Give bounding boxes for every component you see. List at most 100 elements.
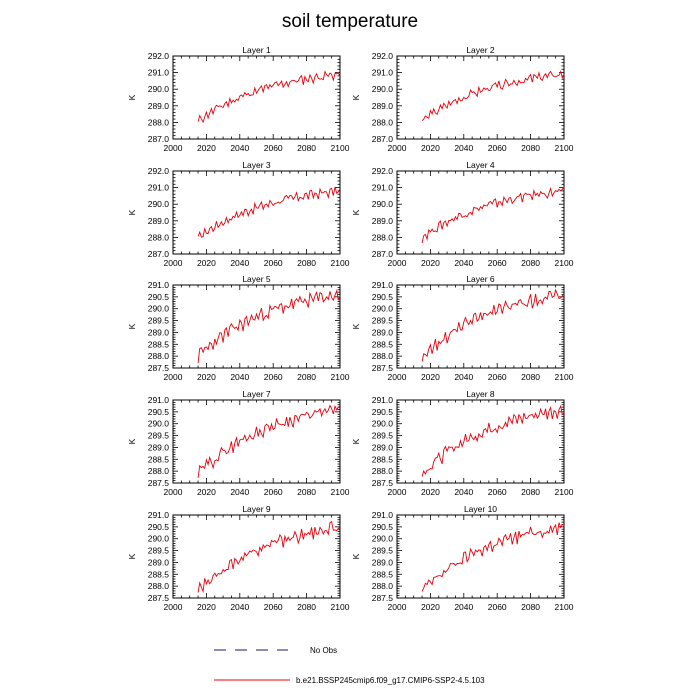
y-tick-label: 288.0	[372, 351, 394, 361]
x-tick-label: 2020	[197, 487, 216, 497]
x-tick-label: 2080	[521, 602, 540, 612]
x-tick-label: 2080	[521, 487, 540, 497]
panel-title: Layer 7	[242, 389, 271, 399]
x-tick-label: 2040	[454, 143, 473, 153]
y-tick-label: 287.5	[372, 478, 394, 488]
panel-layer-9: Layer 9 K 2000 2020 2040 2060 2080 2100 287.5 288…	[127, 504, 350, 612]
x-tick-label: 2080	[297, 372, 316, 382]
panel-title: Layer 3	[242, 160, 271, 170]
y-tick-label: 290.0	[372, 84, 394, 94]
plot-frame	[396, 284, 565, 369]
panel-title: Layer 4	[466, 160, 495, 170]
y-tick-label: 288.0	[148, 232, 170, 242]
x-tick-label: 2020	[421, 258, 440, 268]
x-tick-label: 2060	[264, 487, 283, 497]
x-tick-label: 2000	[388, 372, 407, 382]
y-tick-label: 289.0	[148, 101, 170, 111]
y-tick-label: 288.0	[372, 466, 394, 476]
x-tick-label: 2000	[388, 143, 407, 153]
y-tick-label: 290.5	[372, 522, 394, 532]
y-tick-label: 287.5	[148, 363, 170, 373]
y-tick-label: 290.0	[148, 84, 170, 94]
y-tick-label: 288.5	[372, 339, 394, 349]
x-tick-label: 2060	[264, 258, 283, 268]
y-tick-label: 292.0	[148, 166, 170, 176]
panel-layer-2: Layer 2 K 2000 2020 2040 2060 2080 2100 287.0 288…	[351, 45, 574, 153]
series-line	[197, 289, 341, 364]
y-axis-label: K	[351, 209, 361, 215]
y-tick-label: 288.5	[148, 569, 170, 579]
y-axis-label: K	[351, 553, 361, 559]
y-tick-label: 291.0	[148, 280, 170, 290]
x-tick-label: 2060	[488, 143, 507, 153]
plot-frame	[172, 399, 341, 484]
y-tick-label: 289.0	[372, 557, 394, 567]
y-tick-label: 289.0	[148, 216, 170, 226]
y-tick-label: 288.5	[372, 454, 394, 464]
y-tick-label: 292.0	[372, 51, 394, 61]
y-tick-label: 291.0	[372, 510, 394, 520]
y-tick-label: 291.0	[148, 395, 170, 405]
series-line	[197, 186, 341, 238]
y-tick-label: 290.5	[372, 292, 394, 302]
panel-layer-5: Layer 5 K 2000 2020 2040 2060 2080 2100 287.5 288…	[127, 274, 350, 382]
y-tick-label: 288.0	[372, 581, 394, 591]
y-tick-label: 290.5	[148, 522, 170, 532]
panel-layer-7: Layer 7 K 2000 2020 2040 2060 2080 2100 287.5 288…	[127, 389, 350, 497]
y-tick-label: 287.0	[148, 134, 170, 144]
y-tick-label: 290.0	[148, 419, 170, 429]
y-tick-label: 287.0	[372, 249, 394, 259]
panel-title: Layer 6	[466, 274, 495, 284]
x-tick-label: 2000	[164, 487, 183, 497]
x-tick-label: 2040	[454, 487, 473, 497]
x-tick-label: 2000	[164, 143, 183, 153]
series-line	[421, 70, 565, 122]
x-tick-label: 2100	[331, 487, 350, 497]
panel-layer-6: Layer 6 K 2000 2020 2040 2060 2080 2100 287.5 288…	[351, 274, 574, 382]
panel-title: Layer 2	[466, 45, 495, 55]
y-tick-label: 289.5	[372, 431, 394, 441]
x-tick-label: 2020	[197, 258, 216, 268]
y-tick-label: 290.0	[148, 199, 170, 209]
y-tick-label: 288.0	[148, 581, 170, 591]
y-tick-label: 289.5	[372, 316, 394, 326]
x-tick-label: 2060	[264, 143, 283, 153]
panel-title: Layer 8	[466, 389, 495, 399]
y-tick-label: 288.0	[372, 117, 394, 127]
figure-title: soil temperature	[282, 11, 418, 32]
x-tick-label: 2000	[388, 487, 407, 497]
y-tick-label: 289.0	[372, 216, 394, 226]
x-tick-label: 2080	[297, 143, 316, 153]
series-line	[421, 522, 565, 592]
y-tick-label: 291.0	[372, 68, 394, 78]
y-tick-label: 289.5	[148, 546, 170, 556]
plot-frame	[172, 170, 341, 255]
x-tick-label: 2020	[421, 372, 440, 382]
x-tick-label: 2020	[197, 602, 216, 612]
y-tick-label: 287.5	[148, 593, 170, 603]
x-tick-label: 2060	[488, 258, 507, 268]
panel-title: Layer 5	[242, 274, 271, 284]
x-tick-label: 2100	[555, 143, 574, 153]
x-tick-label: 2020	[197, 372, 216, 382]
x-tick-label: 2060	[488, 372, 507, 382]
y-axis-label: K	[351, 438, 361, 444]
x-tick-label: 2100	[331, 372, 350, 382]
y-tick-label: 292.0	[372, 166, 394, 176]
series-line	[197, 520, 341, 594]
y-axis-label: K	[127, 94, 137, 100]
x-tick-label: 2060	[488, 602, 507, 612]
y-tick-label: 291.0	[372, 183, 394, 193]
legend-label-run: b.e21.BSSP245cmip6.f09_g17.CMIP6-SSP2-4.…	[296, 676, 485, 685]
x-tick-label: 2080	[297, 602, 316, 612]
x-tick-label: 2100	[555, 372, 574, 382]
x-tick-label: 2100	[555, 258, 574, 268]
panel-layer-3: Layer 3 K 2000 2020 2040 2060 2080 2100 287.0 288…	[127, 160, 350, 268]
y-tick-label: 288.5	[148, 339, 170, 349]
x-tick-label: 2060	[488, 487, 507, 497]
y-tick-label: 289.5	[372, 546, 394, 556]
y-axis-label: K	[127, 323, 137, 329]
plot-frame	[396, 55, 565, 140]
y-tick-label: 290.0	[148, 304, 170, 314]
